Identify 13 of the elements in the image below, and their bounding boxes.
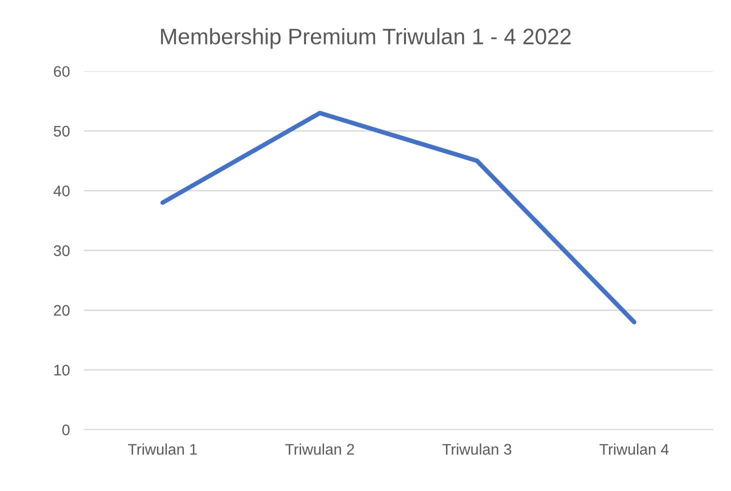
y-tick-label: 30 — [54, 245, 70, 256]
x-tick-label: Triwulan 1 — [128, 444, 197, 455]
x-tick-label: Triwulan 4 — [600, 444, 669, 455]
y-tick-label: 50 — [54, 126, 70, 137]
y-tick-label: 10 — [54, 364, 70, 376]
x-tick-label: Triwulan 2 — [285, 444, 354, 455]
y-tick-label: 60 — [54, 66, 70, 77]
x-tick-label: Triwulan 3 — [442, 444, 512, 455]
line-series — [160, 110, 636, 324]
y-tick-label: 40 — [54, 186, 70, 196]
chart-title: Membership Premium Triwulan 1 - 4 2022 — [161, 28, 571, 49]
y-tick-label: 20 — [54, 305, 70, 316]
y-tick-label: 0 — [62, 424, 70, 436]
